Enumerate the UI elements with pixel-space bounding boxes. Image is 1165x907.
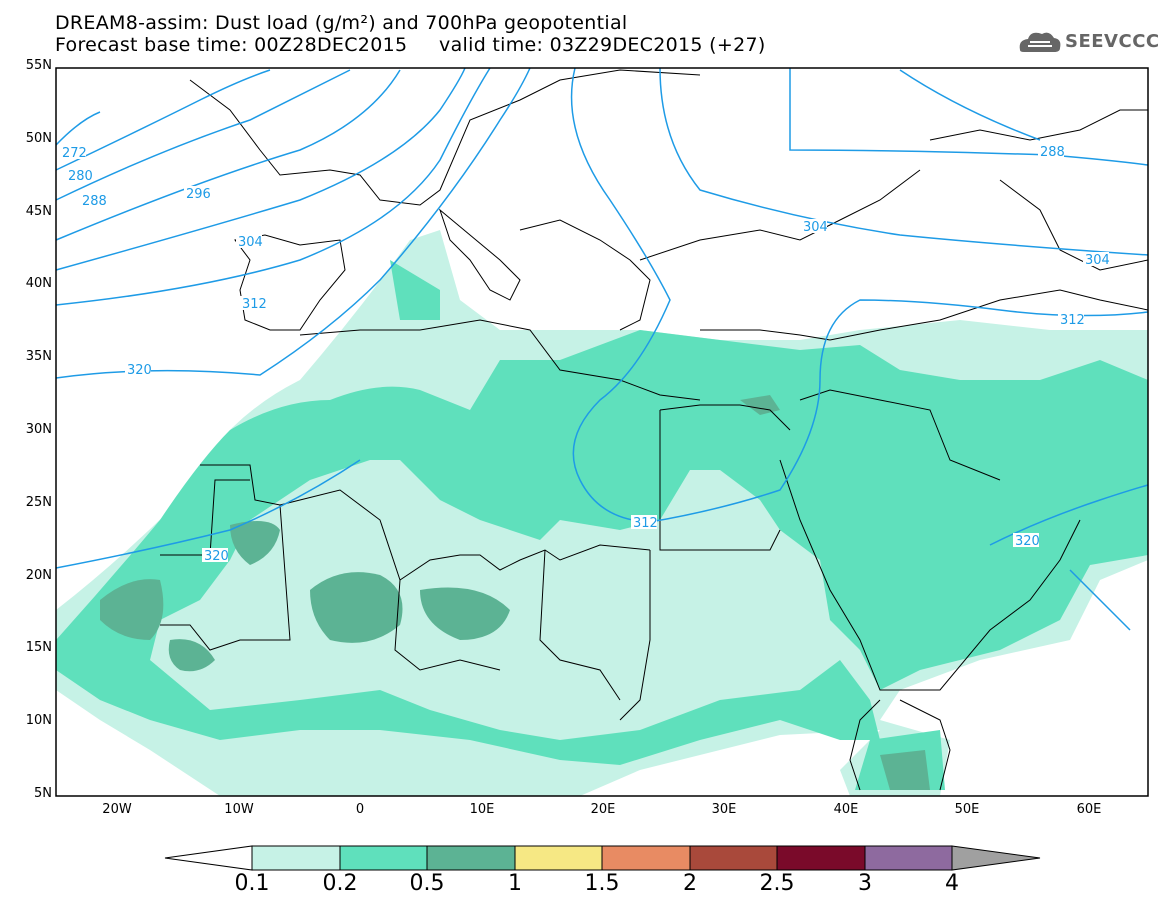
logo-text: SEEVCCC	[1065, 31, 1160, 52]
lon-label: 20E	[590, 802, 616, 817]
contour-label: 304	[1085, 253, 1110, 268]
contour-label: 288	[1040, 145, 1065, 160]
lat-label: 50N	[25, 131, 52, 146]
lat-label: 55N	[25, 58, 52, 73]
colorbar-swatch	[339, 845, 428, 871]
colorbar-swatch	[601, 845, 691, 871]
lon-label: 30E	[711, 802, 737, 817]
colorbar-swatch	[426, 845, 516, 871]
contour-label: 312	[1060, 313, 1085, 328]
seevccc-logo	[1019, 32, 1061, 52]
lat-label: 20N	[25, 568, 52, 583]
colorbar-label: 3	[858, 871, 872, 896]
lon-label: 10E	[469, 802, 495, 817]
colorbar-label: 1	[508, 871, 522, 896]
lat-label: 30N	[25, 422, 52, 437]
lat-label: 40N	[25, 276, 52, 291]
colorbar-label: 0.1	[234, 871, 270, 896]
contour-label: 312	[242, 297, 267, 312]
contour-label: 304	[803, 220, 828, 235]
contour-label: 304	[238, 235, 263, 250]
colorbar-label: 1.5	[584, 871, 620, 896]
colorbar-swatch	[689, 845, 778, 871]
lat-label: 15N	[25, 640, 52, 655]
contour-label: 296	[186, 187, 211, 202]
lat-label: 10N	[25, 713, 52, 728]
lat-label: 45N	[25, 204, 52, 219]
chart-title: DREAM8-assim: Dust load (g/m²) and 700hP…	[55, 12, 628, 34]
lon-label: 50E	[954, 802, 980, 817]
colorbar-label: 2.5	[759, 871, 795, 896]
contour-label: 288	[82, 194, 107, 209]
contour-label: 320	[127, 363, 152, 378]
lon-label: 40E	[833, 802, 859, 817]
geopotential-contours	[55, 67, 1149, 631]
dust-level-high	[100, 395, 930, 790]
lon-label: 0	[355, 802, 365, 817]
country-borders	[160, 69, 1149, 791]
contour-label-group: 272 280 288 296 304 312 320 304 312 320 …	[60, 144, 1110, 564]
colorbar-label: 2	[683, 871, 697, 896]
contour-label: 320	[1015, 534, 1040, 549]
contour-label: 320	[204, 549, 229, 564]
colorbar-swatch	[514, 845, 603, 871]
colorbar-high-arrow	[951, 845, 1041, 871]
lon-label: 60E	[1076, 802, 1102, 817]
lat-label: 5N	[34, 786, 52, 801]
map-frame	[55, 67, 1149, 797]
colorbar-label: 0.2	[322, 871, 358, 896]
lon-label: 20W	[102, 802, 132, 817]
colorbar-label: 4	[945, 871, 959, 896]
lat-label: 25N	[25, 495, 52, 510]
colorbar-swatch	[251, 845, 341, 871]
lat-label: 35N	[25, 349, 52, 364]
colorbar	[164, 845, 1041, 871]
contour-label: 272	[62, 146, 87, 161]
colorbar-low-arrow	[164, 845, 253, 871]
colorbar-swatch	[864, 845, 953, 871]
contour-label: 312	[633, 516, 658, 531]
contour-label: 280	[68, 169, 93, 184]
colorbar-label: 0.5	[409, 871, 445, 896]
colorbar-swatch	[776, 845, 866, 871]
chart-subtitle: Forecast base time: 00Z28DEC2015 valid t…	[55, 34, 766, 56]
lon-label: 10W	[224, 802, 254, 817]
